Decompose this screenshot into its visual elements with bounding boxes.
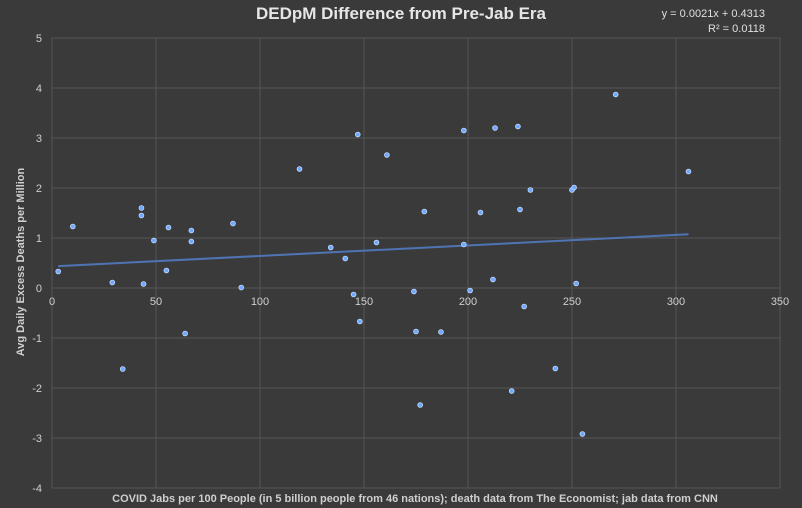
data-point <box>490 276 496 283</box>
gridlines <box>51 37 781 489</box>
data-point <box>461 127 467 134</box>
data-point <box>327 244 334 251</box>
y-tick-label: 2 <box>36 183 42 195</box>
data-point <box>342 255 349 262</box>
data-point <box>438 329 444 335</box>
y-tick-label: 4 <box>36 83 42 95</box>
data-point <box>573 280 579 287</box>
data-point <box>492 125 498 131</box>
data-point <box>517 206 523 213</box>
data-point <box>188 238 195 245</box>
data-point <box>238 284 245 291</box>
x-tick-label: 300 <box>667 296 685 308</box>
data-point <box>188 227 195 234</box>
x-tick-label: 200 <box>459 296 477 308</box>
x-tick-label: 150 <box>355 296 373 308</box>
data-point <box>350 291 357 298</box>
data-point <box>413 328 419 335</box>
data-point <box>477 209 484 216</box>
data-point <box>354 131 361 138</box>
data-point <box>467 287 473 294</box>
data-point <box>138 212 145 219</box>
data-point <box>296 166 303 172</box>
data-point <box>508 388 515 394</box>
data-point <box>421 208 428 215</box>
data-point <box>109 279 116 286</box>
x-tick-label: 250 <box>563 296 581 308</box>
data-point <box>230 220 236 227</box>
y-axis-label: Avg Daily Excess Deaths per Million <box>15 167 27 356</box>
y-tick-label: 3 <box>36 133 42 145</box>
data-point <box>571 184 577 191</box>
data-point <box>384 152 390 158</box>
y-tick-label: -4 <box>32 483 42 495</box>
data-point <box>55 268 62 275</box>
data-point <box>411 288 417 295</box>
data-point <box>521 303 527 310</box>
data-point <box>373 239 380 246</box>
data-point <box>417 402 423 408</box>
x-tick-label: 50 <box>150 296 162 308</box>
x-tick-label: 0 <box>49 296 55 308</box>
x-tick-label: 350 <box>771 296 789 308</box>
data-point <box>119 366 126 372</box>
data-point <box>182 330 188 337</box>
y-tick-label: -1 <box>32 333 42 345</box>
trendline <box>58 233 689 268</box>
data-point <box>165 224 172 231</box>
data-point <box>357 318 363 325</box>
data-point <box>612 91 619 98</box>
r-squared-label: R² = 0.0118 <box>708 23 765 35</box>
y-tick-label: -2 <box>32 383 42 395</box>
trendline-equation: y = 0.0021x + 0.4313 <box>662 8 765 20</box>
y-tick-label: 1 <box>36 233 42 245</box>
data-point <box>140 281 147 287</box>
trendline-layer <box>58 233 689 268</box>
data-point <box>138 205 145 211</box>
data-point <box>163 267 170 274</box>
data-point <box>685 168 692 175</box>
data-point <box>515 123 521 130</box>
y-tick-label: -3 <box>32 433 42 445</box>
data-point <box>579 431 586 437</box>
data-point <box>527 187 534 193</box>
y-tick-label: 5 <box>36 33 42 45</box>
data-point <box>552 365 559 372</box>
data-point <box>70 223 76 230</box>
x-tick-label: 100 <box>251 296 269 308</box>
data-points <box>55 91 692 437</box>
data-point <box>151 237 157 244</box>
data-point <box>461 241 467 248</box>
chart-title: DEDpM Difference from Pre-Jab Era <box>256 4 547 23</box>
y-tick-label: 0 <box>36 283 42 295</box>
x-axis-label: COVID Jabs per 100 People (in 5 billion … <box>112 493 718 505</box>
